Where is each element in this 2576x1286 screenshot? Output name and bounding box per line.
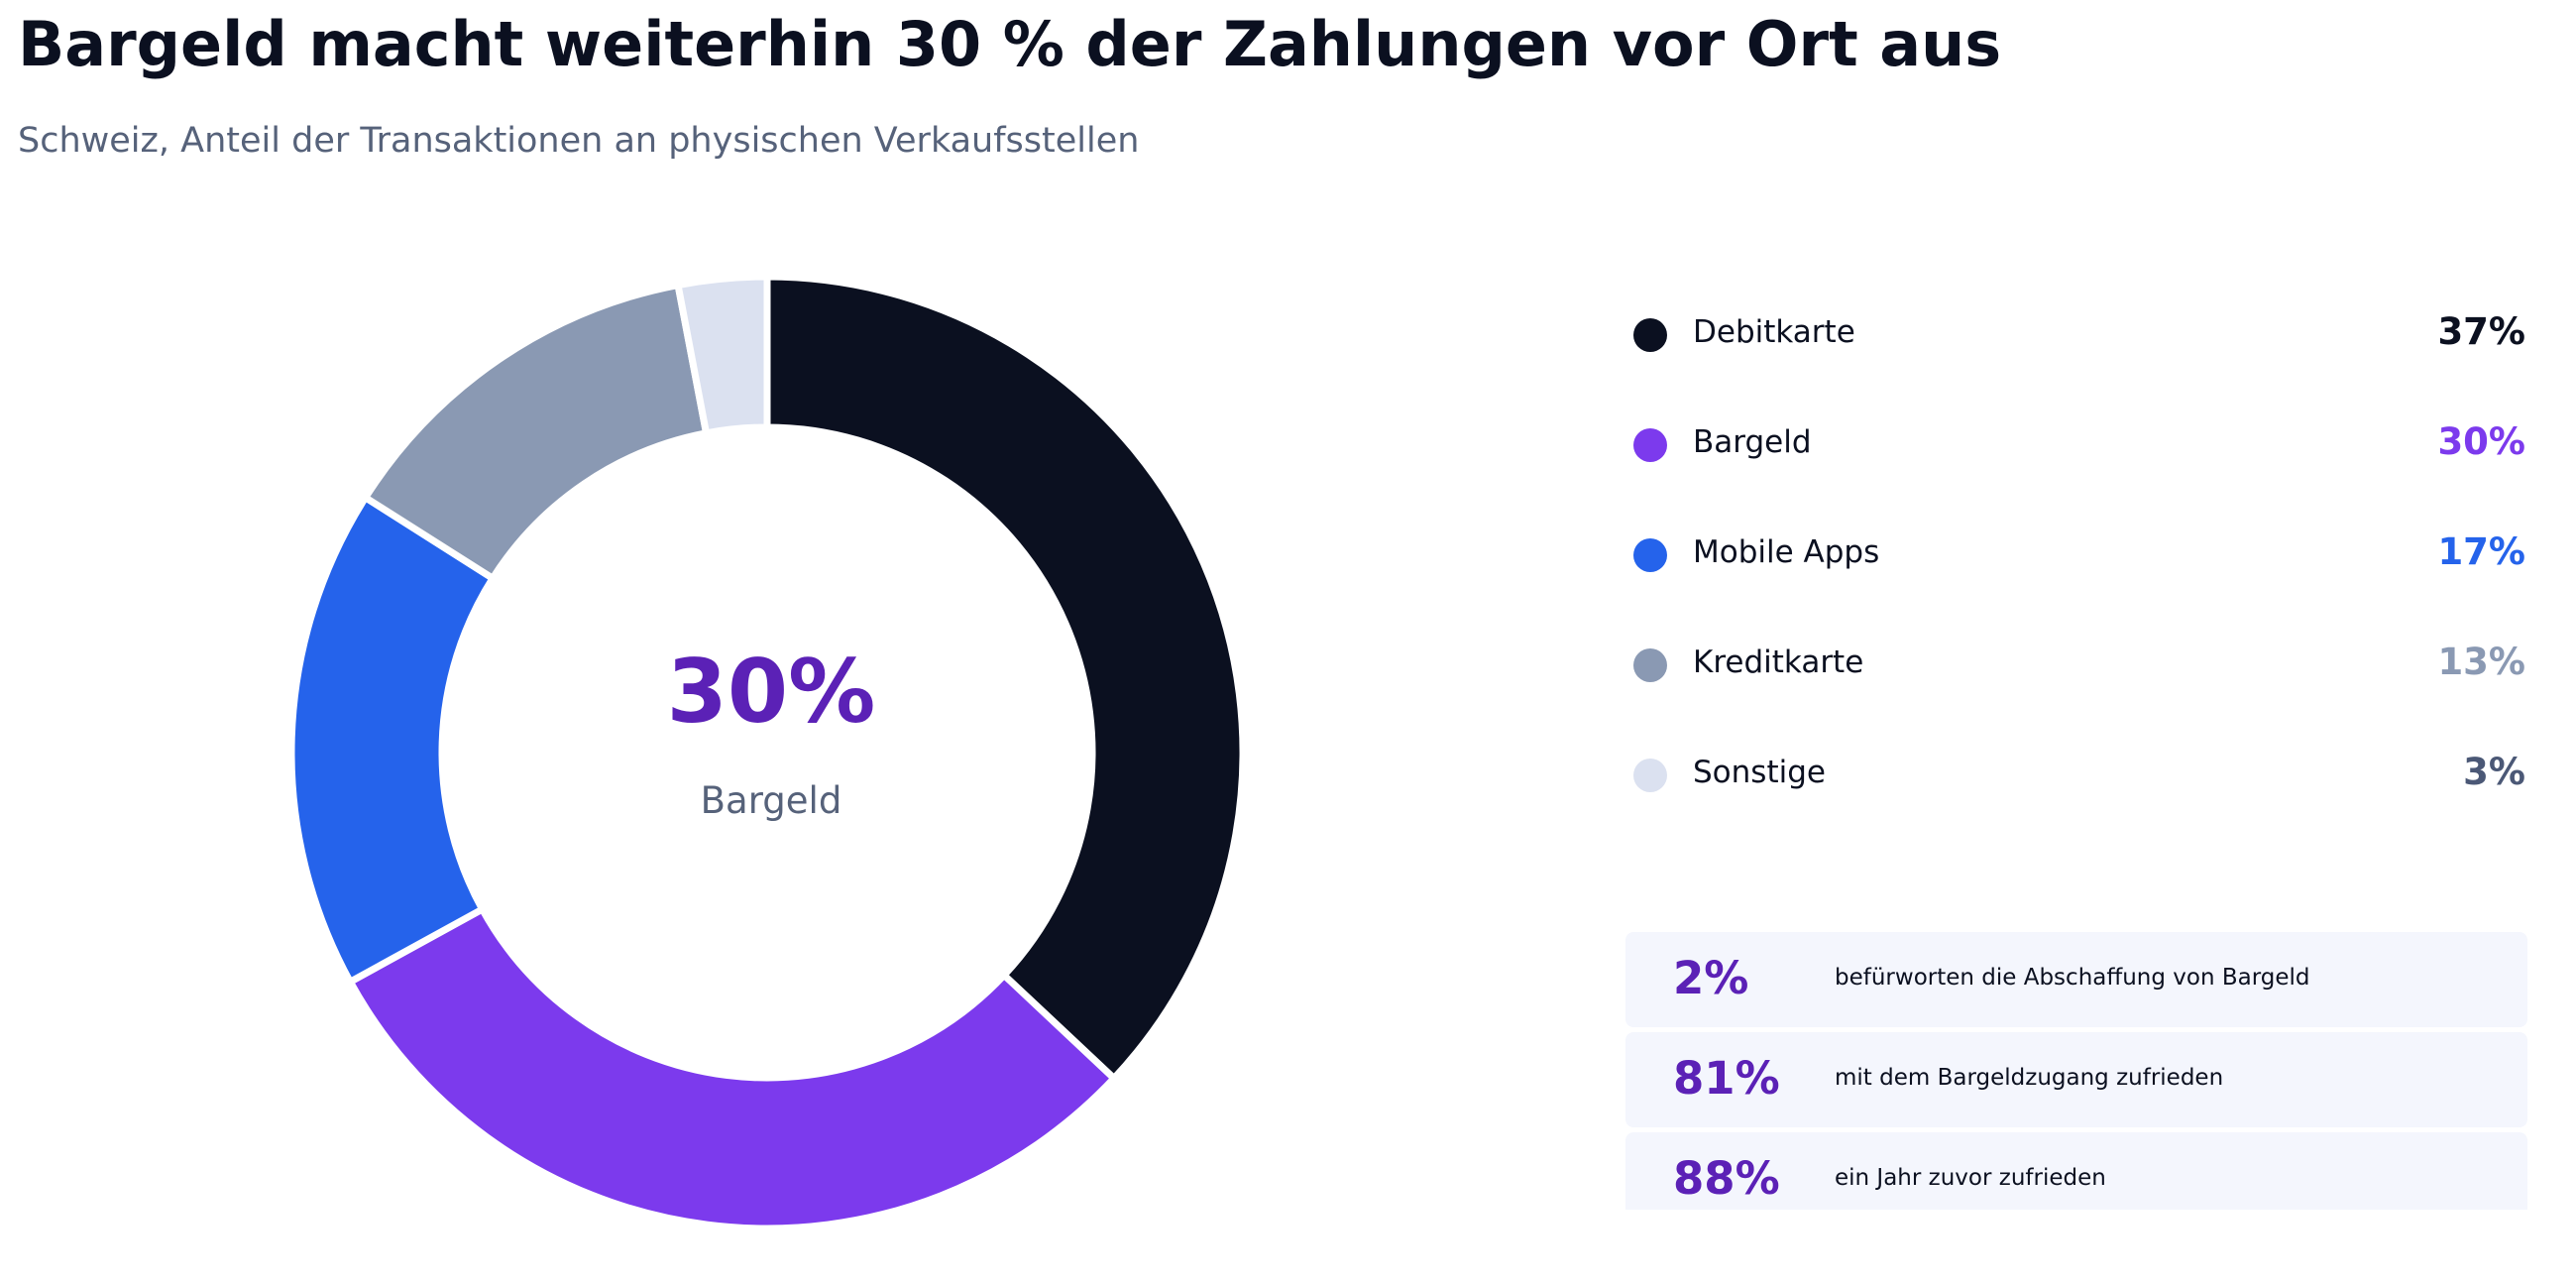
stat-card-zufrieden: 81% mit dem Bargeldzugang zufrieden: [1625, 1032, 2527, 1127]
legend-label: Bargeld: [1693, 424, 1812, 460]
stat-value: 2%: [1673, 952, 1749, 1004]
legend-item-debitkarte: Debitkarte 37%: [1633, 305, 2525, 365]
legend-item-kreditkarte: Kreditkarte 13%: [1633, 636, 2525, 695]
legend-value: 37%: [2437, 310, 2525, 353]
legend-swatch: [1633, 648, 1667, 682]
stat-value: 88%: [1673, 1152, 1780, 1205]
stat-value: 81%: [1673, 1052, 1780, 1105]
legend-swatch: [1633, 538, 1667, 572]
chart-title: Bargeld macht weiterhin 30 % der Zahlung…: [18, 8, 2002, 80]
donut-slice-mobile-apps: [287, 492, 498, 987]
legend-swatch: [1633, 318, 1667, 352]
legend-value: 3%: [2463, 751, 2525, 793]
legend-item-sonstige: Sonstige 3%: [1633, 746, 2525, 805]
legend-value: 13%: [2437, 641, 2525, 683]
donut-slice-sonstige: [673, 273, 771, 437]
donut-slice-bargeld: [345, 904, 1119, 1232]
legend-label: Mobile Apps: [1693, 534, 1880, 570]
legend-label: Debitkarte: [1693, 314, 1855, 350]
stat-text: befürworten die Abschaffung von Bargeld: [1835, 965, 2310, 991]
stat-card-vorjahr: 88% ein Jahr zuvor zufrieden: [1625, 1132, 2527, 1210]
legend-swatch: [1633, 428, 1667, 462]
legend-item-mobile-apps: Mobile Apps 17%: [1633, 526, 2525, 585]
stat-card-abschaffung: 2% befürworten die Abschaffung von Barge…: [1625, 932, 2527, 1027]
donut-center-label: Bargeld: [701, 779, 842, 822]
chart-subtitle: Schweiz, Anteil der Transaktionen an phy…: [18, 121, 1140, 161]
legend-swatch: [1633, 759, 1667, 792]
donut-chart: 30% Bargeld: [287, 273, 1247, 1232]
donut-center-value: 30%: [667, 641, 876, 743]
donut-slice-debitkarte: [763, 273, 1247, 1084]
stat-text: mit dem Bargeldzugang zufrieden: [1835, 1065, 2224, 1091]
legend-label: Kreditkarte: [1693, 644, 1864, 680]
stat-text: ein Jahr zuvor zufrieden: [1835, 1165, 2106, 1191]
legend-value: 17%: [2437, 530, 2525, 573]
legend-label: Sonstige: [1693, 755, 1826, 790]
legend-value: 30%: [2437, 420, 2525, 463]
legend-item-bargeld: Bargeld 30%: [1633, 415, 2525, 475]
